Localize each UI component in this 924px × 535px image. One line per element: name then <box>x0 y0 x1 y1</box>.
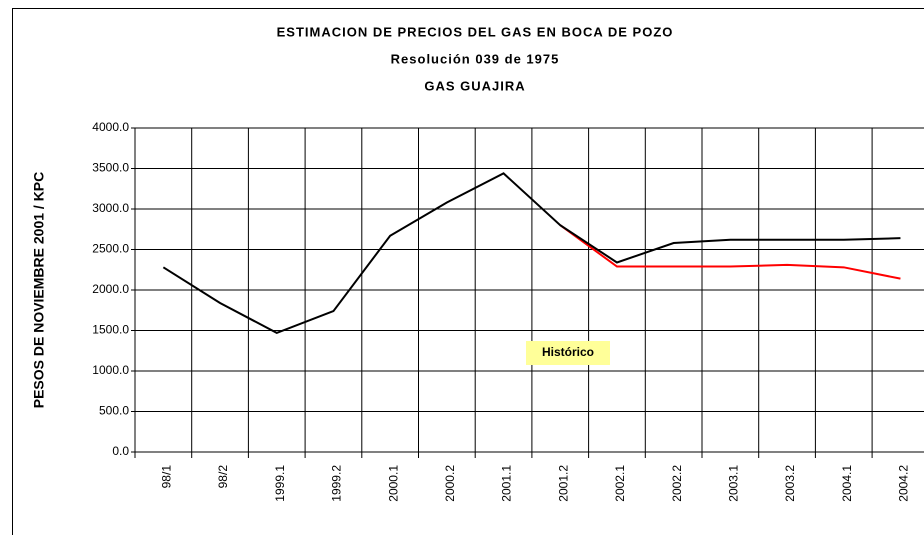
y-tick-label: 4000.0 <box>92 120 129 134</box>
chart-subtitle: GAS GUAJIRA <box>424 78 525 93</box>
y-tick-label: 3000.0 <box>92 201 129 215</box>
y-tick-label: 1500.0 <box>92 323 129 337</box>
y-tick-label: 3500.0 <box>92 161 129 175</box>
x-tick-label: 2001.1 <box>500 465 514 502</box>
y-tick-label: 500.0 <box>99 404 129 418</box>
chart-subtitle: Resolución 039 de 1975 <box>391 51 560 66</box>
x-tick-label: 1999.1 <box>273 465 287 502</box>
annotation: Histórico <box>526 341 610 365</box>
x-tick-label: 2000.2 <box>443 465 457 502</box>
y-tick-label: 2500.0 <box>92 242 129 256</box>
chart-title: ESTIMACION DE PRECIOS DEL GAS EN BOCA DE… <box>277 24 674 39</box>
x-tick-label: 2002.2 <box>670 465 684 502</box>
x-tick-label: 2003.2 <box>783 465 797 502</box>
x-tick-label: 98/1 <box>160 465 174 489</box>
annotation-box <box>526 341 610 365</box>
x-tick-label: 2003.1 <box>727 465 741 502</box>
x-tick-label: 2000.1 <box>386 465 400 502</box>
y-tick-label: 1000.0 <box>92 363 129 377</box>
y-axis-label: PESOS DE NOVIEMBRE 2001 / KPC <box>31 172 47 409</box>
x-tick-label: 1999.2 <box>330 465 344 502</box>
series-line <box>559 224 901 280</box>
series-line <box>162 172 901 335</box>
x-tick-label: 98/2 <box>216 465 230 489</box>
y-tick-label: 0.0 <box>112 444 129 458</box>
x-tick-label: 2004.2 <box>897 465 911 502</box>
x-tick-label: 2001.2 <box>556 465 570 502</box>
y-tick-label: 2000.0 <box>92 282 129 296</box>
x-tick-label: 2002.1 <box>613 465 627 502</box>
chart-border <box>12 8 924 535</box>
annotation-text: Histórico <box>542 345 594 359</box>
x-tick-label: 2004.1 <box>840 465 854 502</box>
